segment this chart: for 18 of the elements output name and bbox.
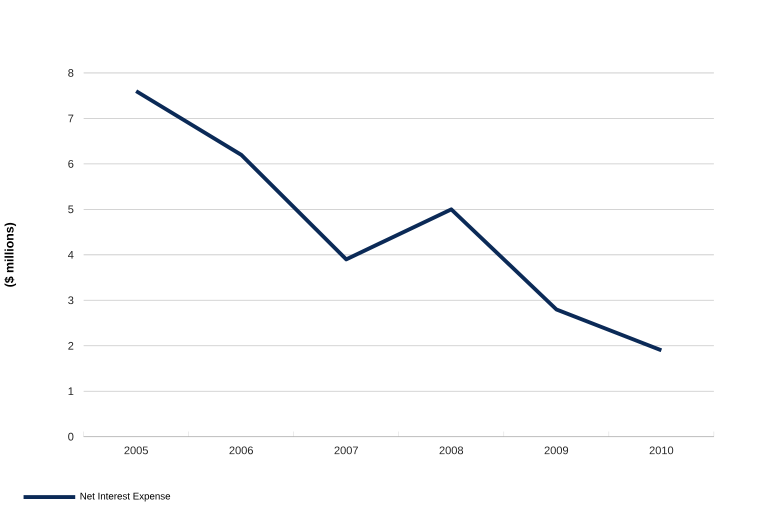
y-tick-label: 2 (68, 342, 74, 350)
y-tick-label: 8 (68, 69, 74, 77)
x-tick-label: 2008 (440, 446, 464, 454)
x-tick-label: 2005 (124, 446, 148, 454)
y-tick-label: 7 (68, 114, 74, 122)
x-tick-label: 2009 (544, 446, 568, 454)
y-tick-label: 5 (68, 205, 74, 214)
line-series (134, 89, 664, 352)
x-tick-label: 2010 (650, 446, 674, 454)
text: Net Interest Expense (80, 492, 170, 502)
y-axis-title: ($ millions) (4, 222, 16, 287)
x-tick-label: 2007 (334, 446, 358, 454)
y-tick-label: 4 (68, 250, 74, 259)
y-tick-label: 6 (68, 160, 74, 168)
y-tick-label: 1 (68, 387, 74, 395)
x-tick-label: 2006 (229, 446, 253, 454)
y-tick-label: 0 (68, 432, 74, 441)
y-tick-label: 3 (68, 296, 74, 304)
